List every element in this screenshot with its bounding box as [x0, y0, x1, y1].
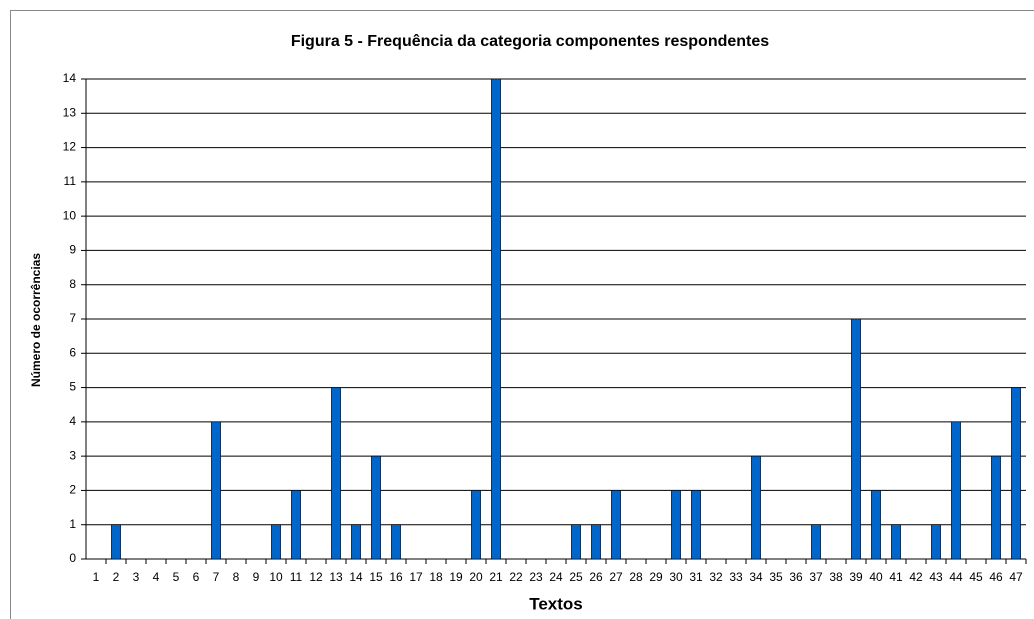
x-tick-label: 17 [409, 570, 423, 584]
x-tick-label: 42 [909, 570, 923, 584]
x-tick-label: 28 [629, 570, 643, 584]
bar [931, 524, 941, 560]
x-tick-label: 25 [569, 570, 583, 584]
x-tick-label: 21 [489, 570, 503, 584]
bar [291, 490, 301, 560]
x-tick-label: 33 [729, 570, 743, 584]
bar [111, 524, 121, 560]
x-tick-label: 36 [789, 570, 803, 584]
bar [691, 490, 701, 560]
x-tick-label: 20 [469, 570, 483, 584]
x-tick-label: 45 [969, 570, 983, 584]
x-tick-label: 14 [349, 570, 363, 584]
y-tick-label: 1 [69, 517, 76, 531]
bar [891, 524, 901, 560]
bar [611, 490, 621, 560]
x-tick-label: 44 [949, 570, 963, 584]
y-tick-label: 9 [69, 243, 76, 257]
y-tick-label: 11 [64, 174, 77, 188]
y-tick-label: 0 [69, 551, 76, 565]
x-tick-label: 40 [869, 570, 883, 584]
bar [491, 78, 501, 560]
x-tick-label: 29 [649, 570, 663, 584]
chart-border [10, 10, 1034, 619]
x-tick-label: 13 [329, 570, 343, 584]
x-tick-label: 1 [93, 570, 100, 584]
y-tick-label: 6 [69, 345, 76, 359]
x-tick-label: 43 [929, 570, 943, 584]
bar [851, 318, 861, 560]
bar [671, 490, 681, 560]
x-tick-label: 10 [269, 570, 283, 584]
bar [871, 490, 881, 560]
y-tick-label: 8 [69, 277, 76, 291]
x-tick-label: 11 [290, 570, 303, 584]
x-tick-label: 32 [709, 570, 723, 584]
x-tick-label: 23 [529, 570, 543, 584]
x-tick-label: 15 [369, 570, 383, 584]
y-tick-label: 4 [69, 414, 76, 428]
x-tick-label: 18 [429, 570, 443, 584]
x-tick-label: 26 [589, 570, 603, 584]
y-tick-label: 12 [63, 140, 77, 154]
x-tick-label: 46 [989, 570, 1003, 584]
x-tick-label: 34 [749, 570, 763, 584]
x-tick-label: 4 [153, 570, 160, 584]
x-tick-label: 31 [689, 570, 703, 584]
x-axis-label: Textos [529, 594, 583, 613]
bar [991, 455, 1001, 560]
y-tick-label: 5 [69, 380, 76, 394]
bar [1011, 387, 1021, 560]
bar [571, 524, 581, 560]
x-tick-label: 2 [113, 570, 120, 584]
x-tick-label: 47 [1009, 570, 1023, 584]
bar [591, 524, 601, 560]
bar [811, 524, 821, 560]
y-tick-label: 14 [63, 71, 77, 85]
x-tick-label: 6 [193, 570, 200, 584]
x-tick-label: 38 [829, 570, 843, 584]
bar [751, 455, 761, 560]
x-tick-label: 39 [849, 570, 863, 584]
bar [951, 421, 961, 560]
y-tick-label: 13 [63, 105, 77, 119]
x-tick-label: 41 [889, 570, 903, 584]
x-tick-label: 5 [173, 570, 180, 584]
bar [331, 387, 341, 560]
y-axis-label: Número de ocorrências [29, 253, 43, 387]
x-tick-label: 7 [213, 570, 220, 584]
y-tick-label: 10 [63, 208, 77, 222]
x-tick-label: 35 [769, 570, 783, 584]
y-tick-label: 2 [69, 483, 76, 497]
y-tick-label: 3 [69, 448, 76, 462]
bar [271, 524, 281, 560]
x-tick-label: 19 [449, 570, 463, 584]
bar [391, 524, 401, 560]
x-tick-label: 9 [253, 570, 260, 584]
chart-title: Figura 5 - Frequência da categoria compo… [291, 33, 769, 50]
x-tick-label: 30 [669, 570, 683, 584]
bar [211, 421, 221, 560]
bar [471, 490, 481, 560]
x-tick-label: 12 [309, 570, 323, 584]
x-tick-label: 27 [609, 570, 623, 584]
bar [371, 455, 381, 560]
x-tick-label: 24 [549, 570, 563, 584]
bar [351, 524, 361, 560]
x-tick-label: 37 [809, 570, 823, 584]
x-tick-label: 8 [233, 570, 240, 584]
x-tick-label: 22 [509, 570, 523, 584]
x-tick-label: 16 [389, 570, 403, 584]
y-tick-label: 7 [69, 311, 76, 325]
x-tick-label: 3 [133, 570, 140, 584]
